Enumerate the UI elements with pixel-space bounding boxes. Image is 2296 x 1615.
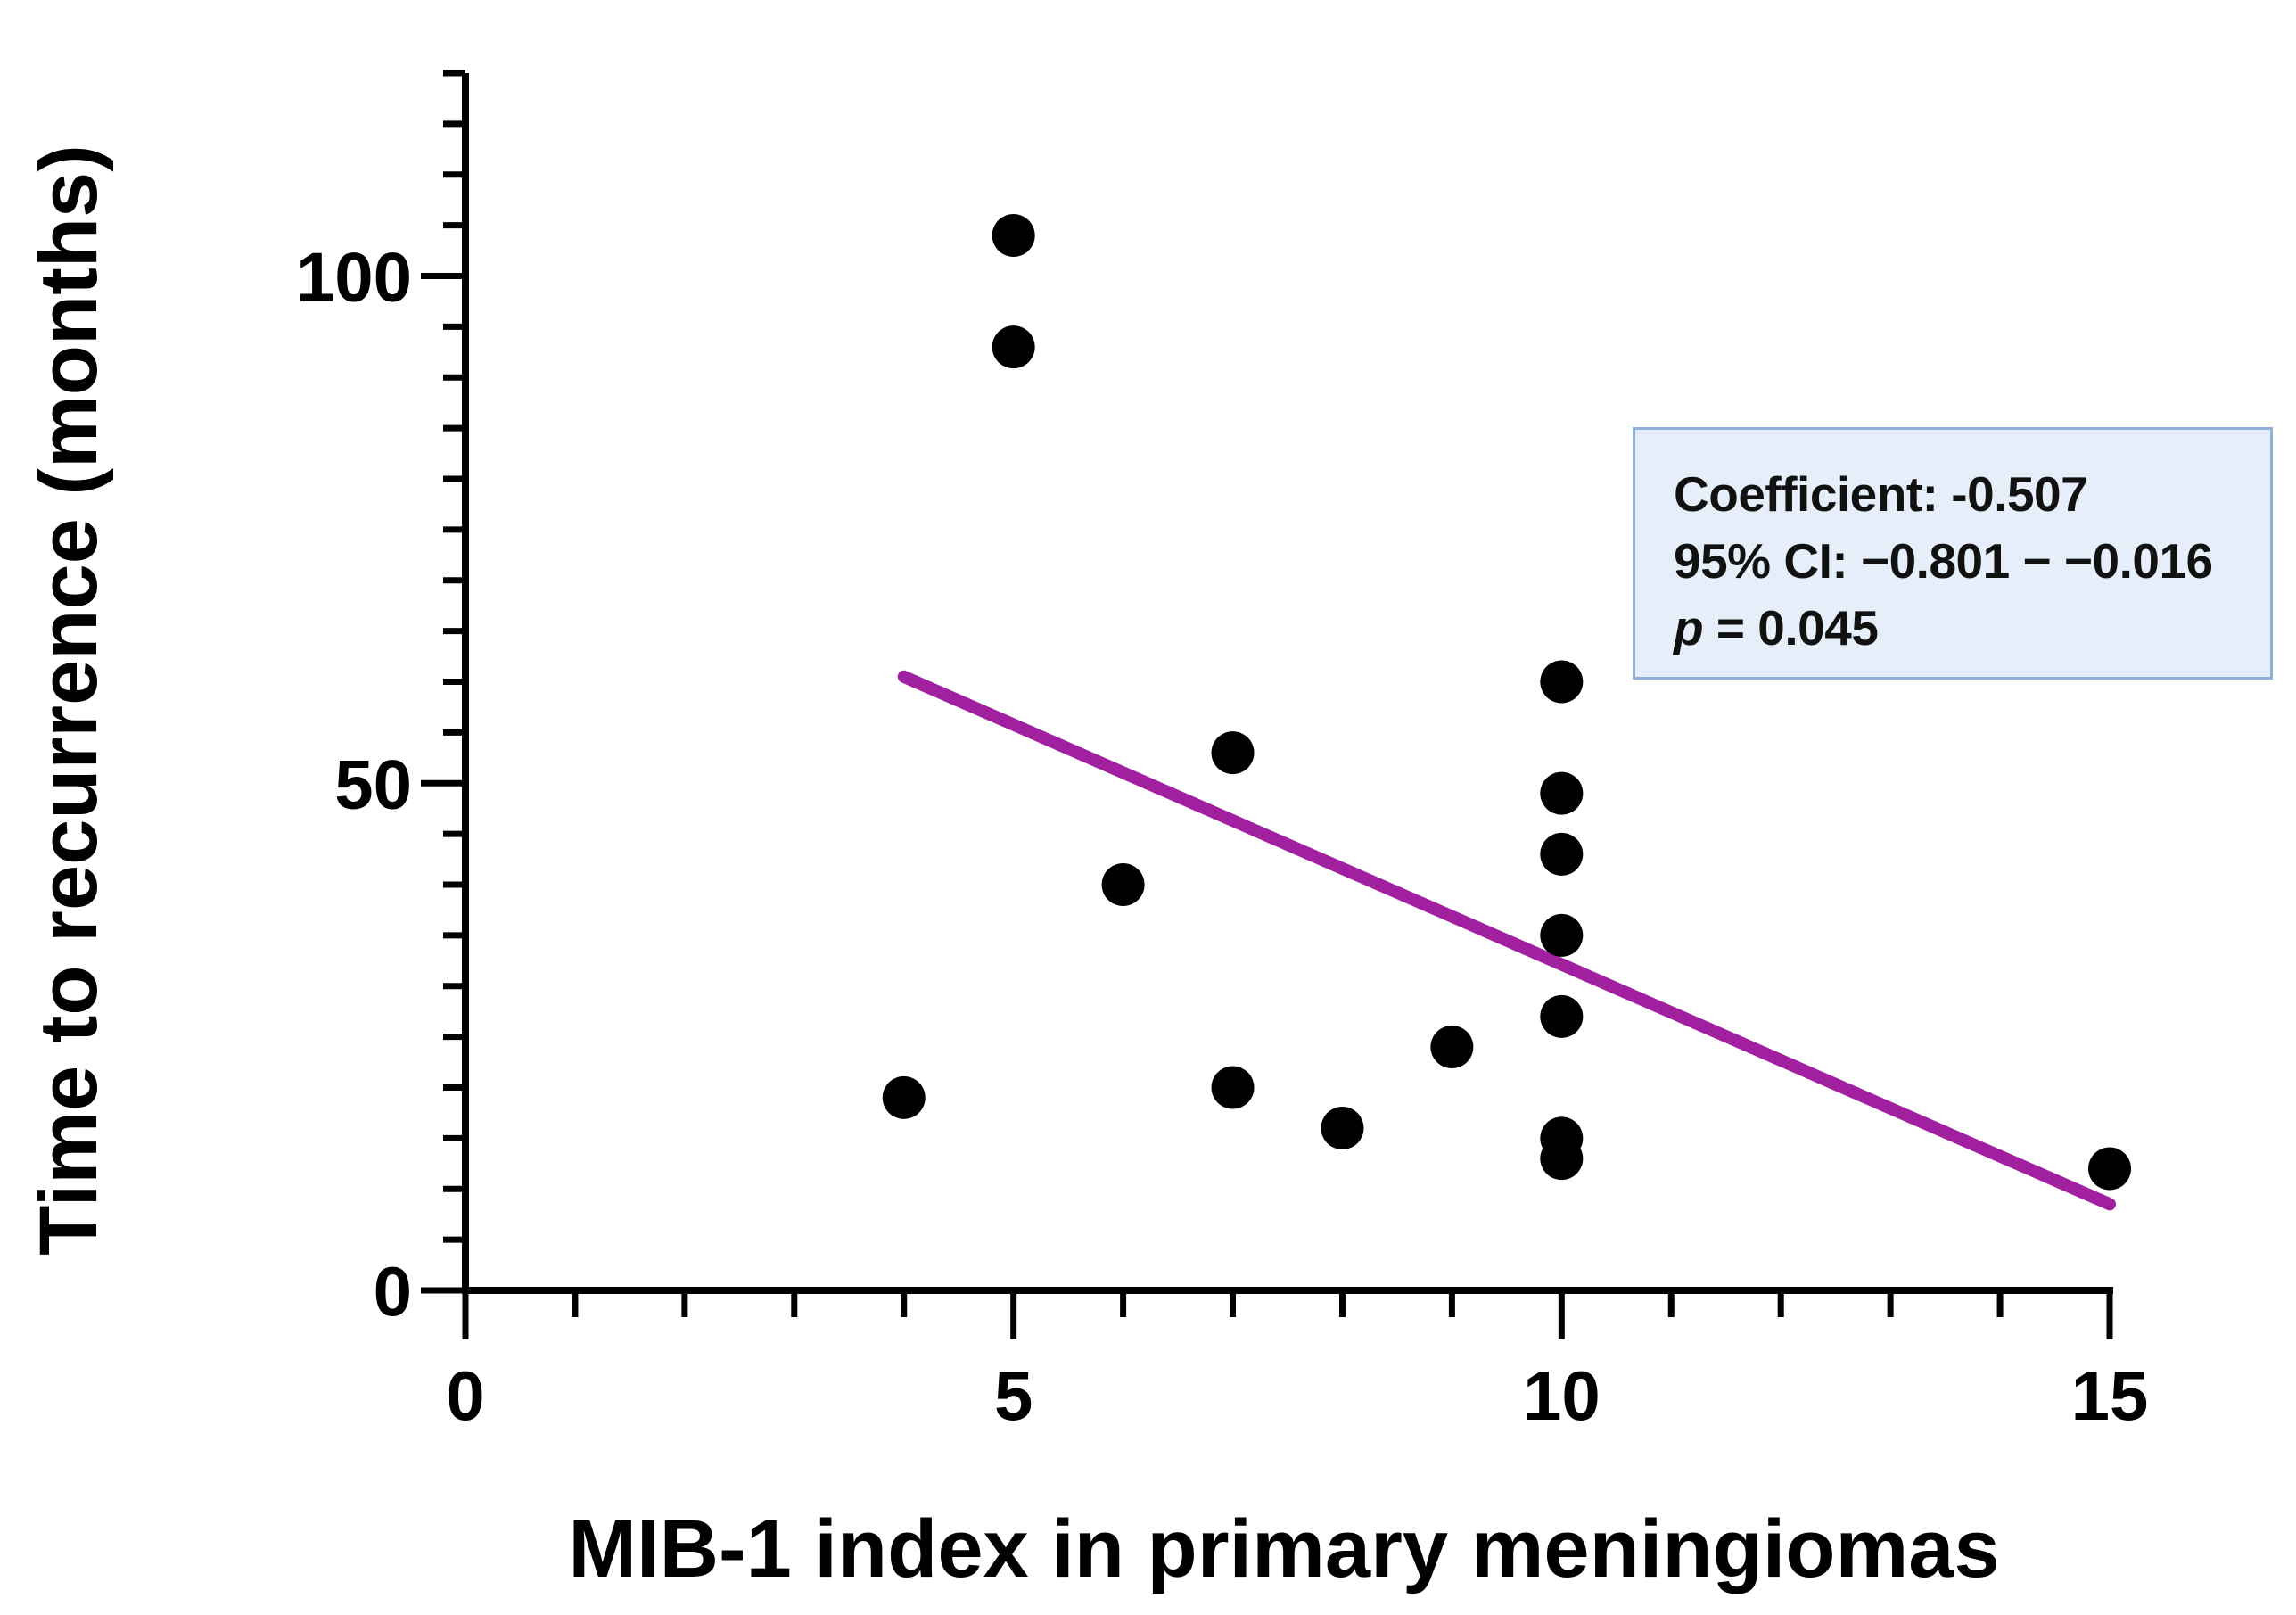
regression-line (897, 670, 2116, 1211)
ticks (421, 70, 2113, 1339)
coefficient-text: Coefficient: -0.507 (1674, 466, 2088, 522)
data-point (1211, 731, 1255, 775)
data-point (1540, 1137, 1584, 1181)
data-point (1211, 1066, 1255, 1109)
p-value-line: p = 0.045 (1674, 595, 2270, 662)
data-point (1540, 832, 1584, 876)
data-point (1540, 994, 1584, 1038)
x-axis-title: MIB-1 index in primary meningiomas (568, 1504, 1999, 1594)
data-point (1101, 863, 1145, 906)
y-tick-label: 50 (334, 745, 412, 823)
data-point (1430, 1026, 1474, 1068)
data-point (882, 1075, 926, 1119)
data-point (1540, 771, 1584, 815)
x-tick-label: 10 (1523, 1356, 1601, 1435)
data-point (992, 214, 1035, 257)
data-point (2088, 1147, 2131, 1191)
data-points (882, 214, 2131, 1191)
axes (462, 73, 2113, 1294)
data-point (1540, 913, 1584, 957)
confidence-interval-text: 95% CI: −0.801 − −0.016 (1674, 533, 2213, 589)
p-symbol: p (1674, 600, 1704, 655)
y-axis-title: Time to recurrence (months) (23, 144, 114, 1256)
data-point (992, 325, 1035, 369)
data-point (1321, 1107, 1364, 1149)
statistics-box: Coefficient: -0.507 95% CI: −0.801 − −0.… (1633, 427, 2273, 680)
data-point (1540, 660, 1584, 704)
x-tick-label: 15 (2071, 1356, 2149, 1435)
y-tick-label: 100 (296, 238, 412, 317)
y-tick-label: 0 (374, 1252, 412, 1331)
tick-labels: 0 5 10 15 0 50 100 (296, 238, 2149, 1436)
x-tick-label: 5 (994, 1356, 1033, 1435)
x-tick-label: 0 (446, 1356, 484, 1435)
p-value-text: = 0.045 (1703, 600, 1879, 655)
